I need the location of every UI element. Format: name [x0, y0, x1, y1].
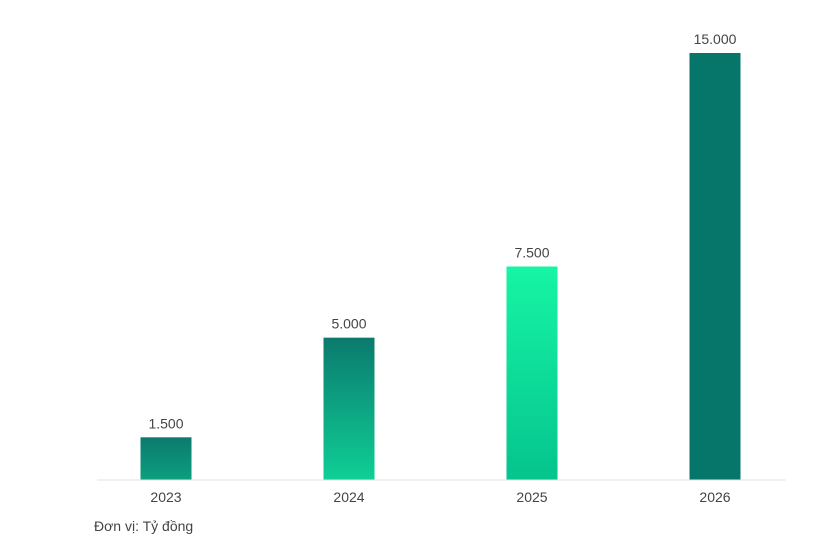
- bar-2026: [689, 53, 741, 480]
- bars-layer: [140, 53, 741, 480]
- value-labels-layer: 1.500 5.000 7.500 15.000: [148, 31, 736, 431]
- value-label-2026: 15.000: [694, 31, 737, 47]
- value-label-2023: 1.500: [148, 415, 183, 431]
- bar-2025: [506, 266, 558, 480]
- value-label-2024: 5.000: [331, 316, 366, 332]
- x-tick-label-2024: 2024: [333, 489, 364, 505]
- x-tick-labels-layer: 2023 2024 2025 2026: [150, 489, 730, 505]
- unit-note: Đơn vị: Tỷ đồng: [94, 518, 194, 534]
- x-tick-label-2026: 2026: [699, 489, 730, 505]
- bar-2023: [140, 437, 192, 480]
- x-tick-label-2025: 2025: [516, 489, 547, 505]
- value-label-2025: 7.500: [514, 245, 549, 261]
- bar-2024: [323, 337, 375, 480]
- x-tick-label-2023: 2023: [150, 489, 181, 505]
